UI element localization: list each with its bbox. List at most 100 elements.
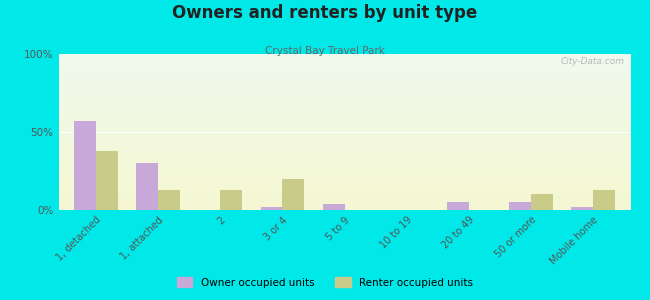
Bar (136, 163, 158, 210)
Bar (58, 110, 630, 111)
Bar (58, 77, 630, 78)
Bar (96, 151, 118, 210)
Text: City-Data.com: City-Data.com (561, 57, 625, 66)
Bar (58, 131, 630, 132)
Bar (58, 145, 630, 146)
Bar (58, 179, 630, 180)
Bar (58, 104, 630, 105)
Bar (58, 116, 630, 117)
Bar (447, 202, 469, 210)
Bar (58, 75, 630, 76)
Bar (58, 81, 630, 82)
Bar (58, 108, 630, 109)
Bar (323, 204, 345, 210)
Bar (58, 166, 630, 167)
Bar (593, 190, 615, 210)
Bar (58, 127, 630, 128)
Bar (58, 153, 630, 154)
Bar (58, 103, 630, 104)
Bar (509, 202, 531, 210)
Bar (58, 114, 630, 115)
Bar (58, 199, 630, 200)
Bar (58, 163, 630, 164)
Bar (58, 209, 630, 210)
Bar (58, 139, 630, 140)
Bar (58, 160, 630, 161)
Bar (58, 54, 630, 55)
Bar (58, 177, 630, 178)
Bar (58, 89, 630, 90)
Bar (58, 190, 630, 191)
Bar (58, 187, 630, 188)
Bar (58, 186, 630, 187)
Bar (58, 195, 630, 196)
Bar (58, 193, 630, 194)
Bar (58, 155, 630, 156)
Bar (58, 125, 630, 126)
Bar (58, 159, 630, 160)
Bar (58, 185, 630, 186)
Bar (531, 194, 552, 210)
Bar (58, 76, 630, 77)
Bar (58, 71, 630, 72)
Bar (58, 149, 630, 150)
Bar (58, 207, 630, 208)
Bar (58, 87, 630, 88)
Bar (58, 148, 630, 149)
Bar (58, 62, 630, 63)
Bar (58, 158, 630, 159)
Bar (58, 191, 630, 192)
Bar (58, 168, 630, 169)
Bar (58, 157, 630, 158)
Bar (58, 91, 630, 92)
Bar (58, 138, 630, 139)
Bar (58, 182, 630, 183)
Bar (58, 85, 630, 86)
Bar (58, 99, 630, 100)
Bar (58, 111, 630, 112)
Bar (58, 172, 630, 173)
Bar (58, 133, 630, 134)
Bar (58, 61, 630, 62)
Bar (58, 184, 630, 185)
Bar (58, 119, 630, 120)
Bar (58, 115, 630, 116)
Bar (58, 140, 630, 141)
Bar (58, 112, 630, 113)
Bar (58, 63, 630, 64)
Bar (58, 105, 630, 106)
Bar (58, 194, 630, 195)
Bar (58, 126, 630, 127)
Bar (58, 162, 630, 163)
Bar (58, 102, 630, 103)
Bar (58, 92, 630, 93)
Bar (220, 190, 242, 210)
Bar (58, 152, 630, 153)
Bar (571, 207, 593, 210)
Bar (58, 101, 630, 102)
Bar (58, 156, 630, 157)
Bar (58, 201, 630, 202)
Bar (58, 97, 630, 98)
Bar (58, 123, 630, 124)
Bar (58, 169, 630, 170)
Bar (58, 181, 630, 182)
Bar (58, 95, 630, 96)
Bar (58, 200, 630, 201)
Bar (58, 58, 630, 59)
Bar (58, 205, 630, 206)
Bar (58, 180, 630, 181)
Bar (58, 118, 630, 119)
Bar (58, 165, 630, 166)
Bar (58, 154, 630, 155)
Bar (58, 73, 630, 74)
Bar (58, 203, 630, 204)
Bar (158, 190, 180, 210)
Bar (58, 178, 630, 179)
Bar (58, 143, 630, 144)
Bar (58, 183, 630, 184)
Bar (58, 198, 630, 199)
Bar (58, 107, 630, 108)
Bar (58, 55, 630, 56)
Bar (58, 171, 630, 172)
